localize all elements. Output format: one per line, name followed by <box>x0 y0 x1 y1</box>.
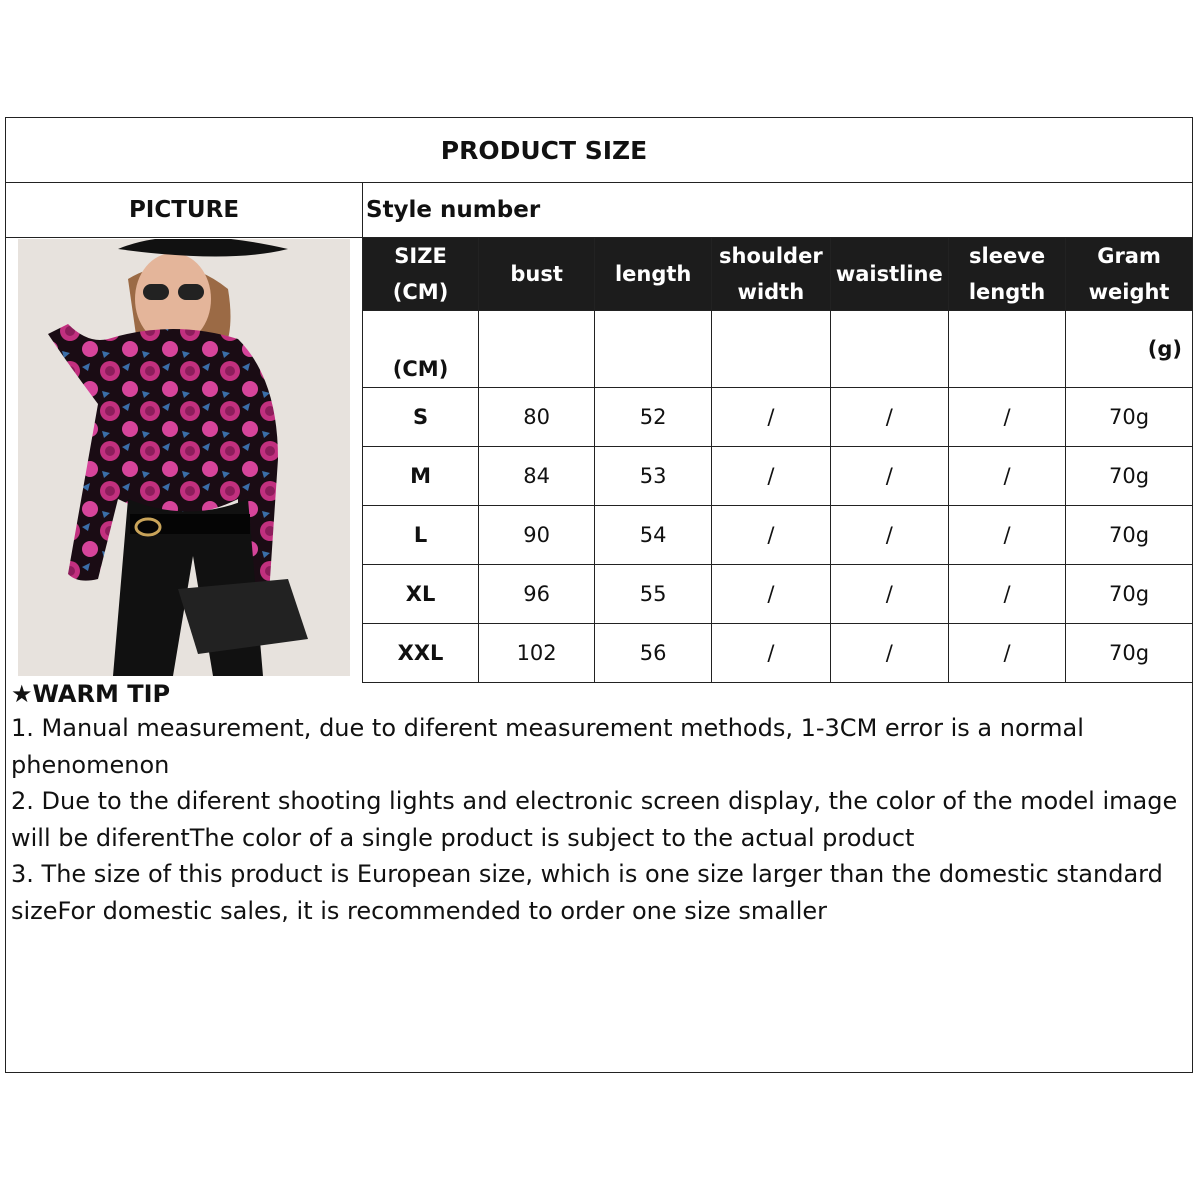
unit-cell <box>711 310 831 388</box>
value-cell: / <box>948 623 1067 683</box>
value-cell: / <box>948 564 1067 624</box>
value-cell: 70g <box>1065 623 1193 683</box>
value-cell: 70g <box>1065 387 1193 447</box>
page-title: PRODUCT SIZE <box>440 135 648 165</box>
column-header-text: shoulder <box>719 244 823 268</box>
value-cell: 56 <box>594 623 713 683</box>
value-cell: / <box>829 623 950 683</box>
column-header: SIZE (CM) <box>361 237 480 311</box>
table-header-row: SIZE (CM) bust length shoulder width waistline… <box>361 237 1193 311</box>
units-row: (CM) (g) <box>361 310 1193 388</box>
value-cell: / <box>948 505 1067 565</box>
value-cell: / <box>948 387 1067 447</box>
value-cell: 52 <box>594 387 713 447</box>
column-header-text: waistline <box>835 262 943 286</box>
column-header-text: Gram <box>1097 244 1161 268</box>
value-cell: / <box>711 387 831 447</box>
column-header-text: (CM) <box>392 280 449 304</box>
value-cell: / <box>711 564 831 624</box>
value-cell: / <box>711 623 831 683</box>
unit-cell <box>948 310 1067 388</box>
value-cell: 80 <box>478 387 596 447</box>
unit-cell <box>478 310 596 388</box>
size-cell: M <box>361 446 480 506</box>
unit-cell <box>829 310 950 388</box>
value-cell: 54 <box>594 505 713 565</box>
value-cell: 70g <box>1065 446 1193 506</box>
value-cell: 70g <box>1065 505 1193 565</box>
value-cell: 90 <box>478 505 596 565</box>
value-cell: / <box>829 446 950 506</box>
column-header-text: length <box>968 280 1046 304</box>
title-row: PRODUCT SIZE <box>6 118 1192 183</box>
product-photo <box>18 239 350 676</box>
column-header: shoulder width <box>711 237 831 311</box>
size-cell: XL <box>361 564 480 624</box>
value-cell: 70g <box>1065 564 1193 624</box>
table-row: S 80 52///70g <box>361 387 1193 447</box>
value-cell: / <box>948 446 1067 506</box>
column-header-text: weight <box>1088 280 1170 304</box>
unit-cell <box>594 310 713 388</box>
column-header-text: sleeve <box>969 244 1046 268</box>
tip-item: 1. Manual measurement, due to diferent m… <box>11 714 1084 779</box>
table-row: L 90 54///70g <box>361 505 1193 565</box>
tip-item: 2. Due to the diferent shooting lights a… <box>11 787 1178 852</box>
unit-cell: (CM) <box>361 310 480 388</box>
size-cell: L <box>361 505 480 565</box>
value-cell: 53 <box>594 446 713 506</box>
value-cell: / <box>829 564 950 624</box>
value-cell: / <box>829 387 950 447</box>
column-header-text: bust <box>510 262 563 286</box>
table-row: XXL 102 56///70g <box>361 623 1193 683</box>
warm-tips: ★WARM TIP 1. Manual measurement, due to … <box>11 678 1189 929</box>
table-row: XL 96 55///70g <box>361 564 1193 624</box>
column-header: sleeve length <box>948 237 1067 311</box>
value-cell: / <box>711 446 831 506</box>
value-cell: 96 <box>478 564 596 624</box>
style-number-label: Style number <box>366 196 541 223</box>
column-header-text: width <box>737 280 805 304</box>
value-cell: 102 <box>478 623 596 683</box>
column-header: waistline <box>829 237 950 311</box>
size-cell: S <box>361 387 480 447</box>
unit-cell: (g) <box>1065 310 1193 388</box>
value-cell: 84 <box>478 446 596 506</box>
column-header-text: SIZE <box>394 244 447 268</box>
size-cell: XXL <box>361 623 480 683</box>
value-cell: / <box>711 505 831 565</box>
table-row: M 84 53///70g <box>361 446 1193 506</box>
size-table: SIZE (CM) bust length shoulder width waistline… <box>361 237 1193 683</box>
size-chart: PRODUCT SIZE PICTURE Style number <box>5 117 1193 1073</box>
column-header: Gram weight <box>1065 237 1193 311</box>
column-header: length <box>594 237 713 311</box>
column-header: bust <box>478 237 596 311</box>
value-cell: 55 <box>594 564 713 624</box>
label-row: PICTURE Style number <box>6 182 1192 238</box>
picture-label: PICTURE <box>6 182 363 237</box>
tip-item: 3. The size of this product is European … <box>11 860 1163 925</box>
warm-tip-heading: ★WARM TIP <box>11 680 171 708</box>
value-cell: / <box>829 505 950 565</box>
column-header-text: length <box>614 262 692 286</box>
